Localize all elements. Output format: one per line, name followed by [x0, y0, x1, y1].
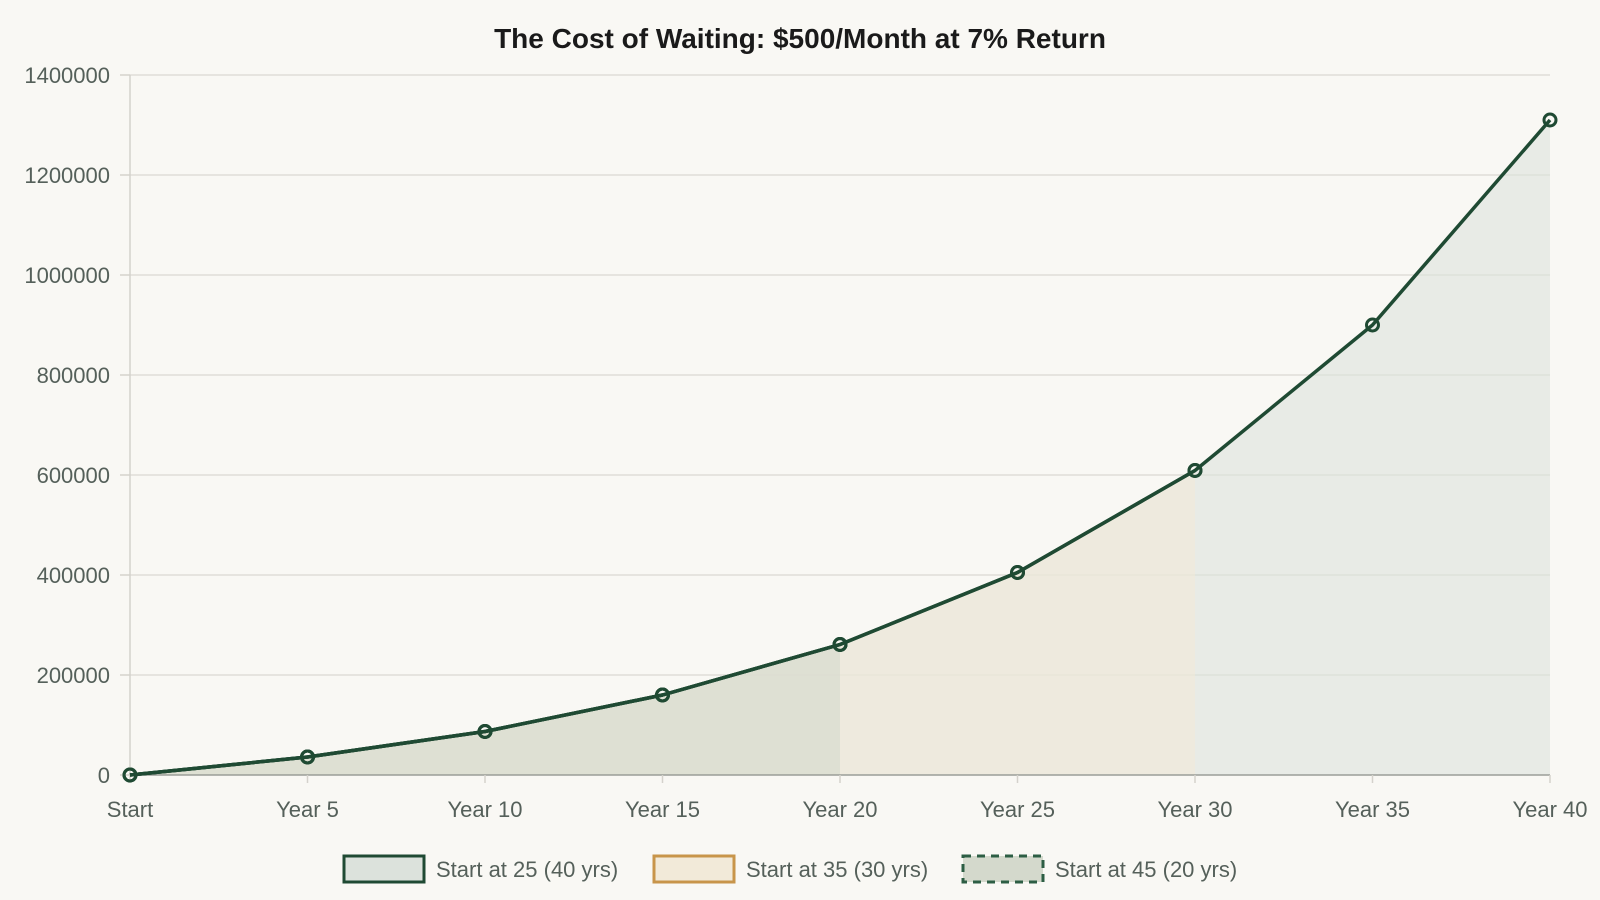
y-tick-label: 600000 [37, 463, 110, 488]
legend: Start at 25 (40 yrs) Start at 35 (30 yrs)… [342, 854, 1237, 884]
y-tick-label: 400000 [37, 563, 110, 588]
area-fill-series-2 [130, 470, 1195, 775]
legend-label-series-2: Start at 35 (30 yrs) [746, 857, 928, 882]
chart-title: The Cost of Waiting: $500/Month at 7% Re… [494, 23, 1106, 54]
point-layer [122, 112, 1558, 783]
x-tick-label: Year 25 [980, 797, 1055, 822]
x-tick-label: Year 30 [1157, 797, 1232, 822]
y-tick-label: 200000 [37, 663, 110, 688]
legend-swatch-series-3 [961, 854, 1045, 884]
y-tick-label: 800000 [37, 363, 110, 388]
label-layer: 0 200000 400000 600000 800000 1000000 1200000 1… [24, 63, 1587, 822]
x-tick-label: Year 10 [447, 797, 522, 822]
area-layer [130, 120, 1550, 775]
y-tick-label: 1200000 [24, 163, 110, 188]
data-point-series-3 [122, 767, 138, 783]
data-point-series-3 [655, 687, 670, 703]
data-point-series-2 [1187, 463, 1203, 478]
axis-layer [120, 74, 1551, 783]
y-tick-label: 1400000 [24, 63, 110, 88]
line-layer [129, 118, 1552, 777]
x-tick-label: Year 20 [802, 797, 877, 822]
x-tick-label: Year 15 [625, 797, 700, 822]
grid-layer [130, 74, 1550, 676]
x-tick-label: Year 5 [276, 797, 339, 822]
data-point-series-1 [1542, 112, 1558, 128]
data-point-series-3 [477, 724, 493, 739]
data-point-series-2 [1010, 565, 1025, 580]
y-tick-label: 0 [98, 763, 110, 788]
line-series-3 [129, 642, 841, 777]
legend-label-series-1: Start at 25 (40 yrs) [436, 857, 618, 882]
data-point-series-3 [300, 749, 315, 765]
data-point-series-3 [832, 637, 848, 652]
legend-swatch-series-1 [342, 854, 426, 884]
x-tick-label: Year 40 [1512, 797, 1587, 822]
legend-label-series-3: Start at 45 (20 yrs) [1055, 857, 1237, 882]
y-tick-label: 1000000 [24, 263, 110, 288]
legend-swatch-series-2 [652, 854, 736, 884]
area-fill-series-3 [130, 644, 840, 775]
x-tick-label: Year 35 [1335, 797, 1410, 822]
x-tick-label: Start [107, 797, 153, 822]
data-point-series-1 [1365, 317, 1380, 333]
